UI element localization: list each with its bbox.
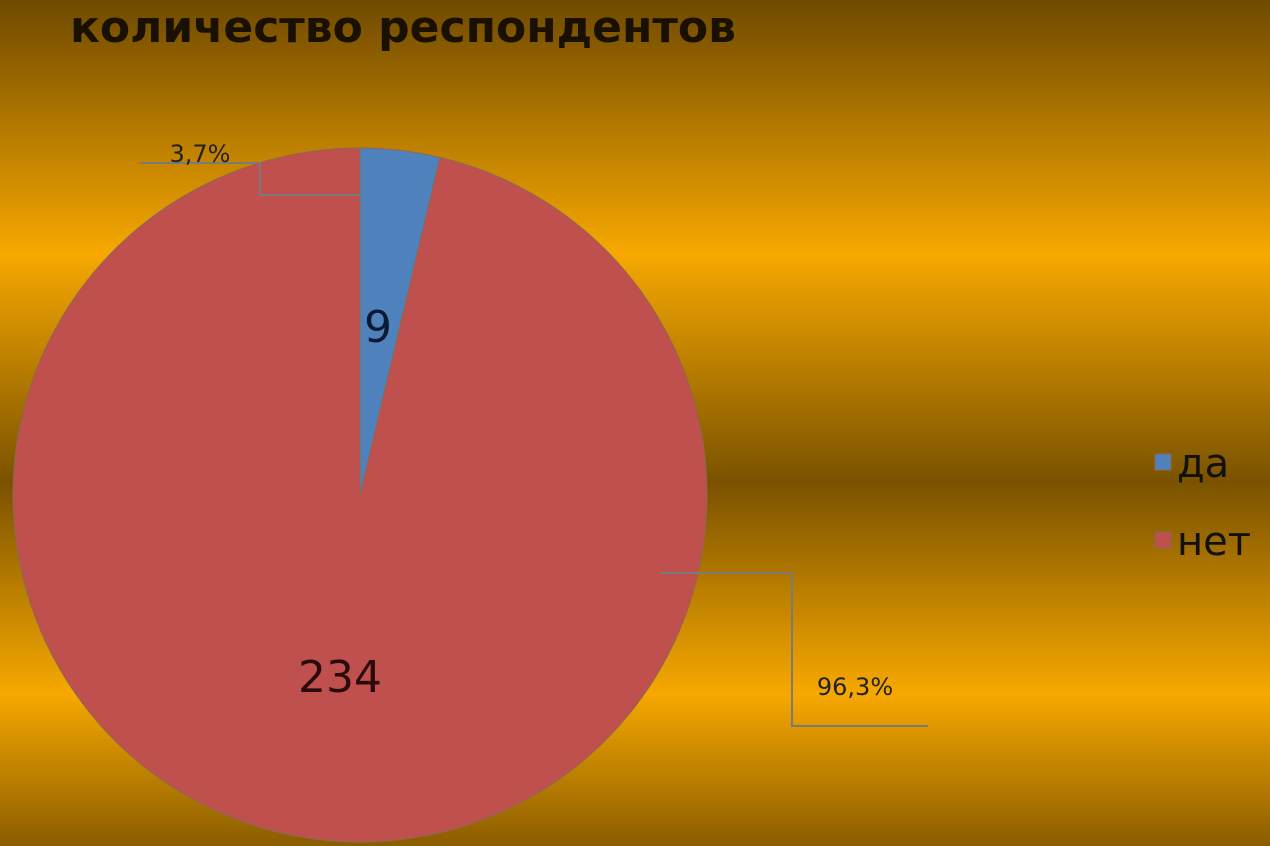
legend-label: да (1177, 441, 1229, 487)
legend-swatch (1154, 531, 1172, 549)
percent-label: 3,7% (170, 140, 231, 168)
legend-swatch (1154, 453, 1172, 471)
pie-slice (12, 147, 708, 843)
chart-title: количество респондентов (70, 2, 736, 53)
legend-label: нет (1177, 519, 1251, 565)
leader-line (660, 572, 928, 727)
percent-label: 96,3% (817, 673, 893, 701)
leader-line (140, 162, 360, 196)
data-label: 234 (298, 652, 382, 703)
data-label: 9 (364, 302, 392, 353)
